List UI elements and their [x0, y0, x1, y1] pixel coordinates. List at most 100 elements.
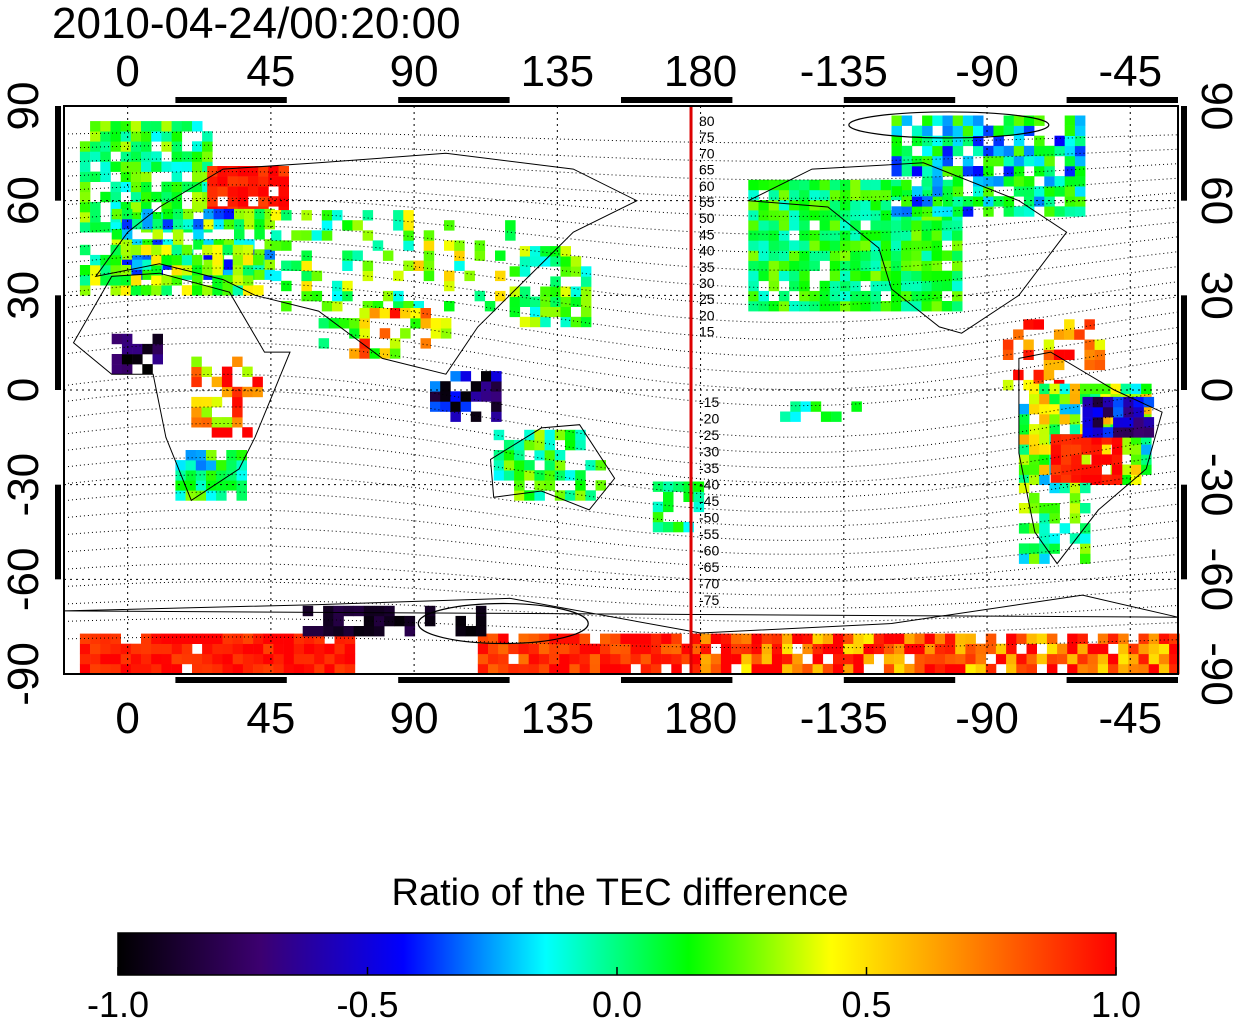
tec-cell	[424, 615, 436, 627]
tec-cell	[111, 239, 123, 250]
tec-cell	[1128, 653, 1139, 665]
tec-cell	[580, 286, 592, 297]
tec-cell	[528, 633, 540, 644]
tec-cell	[880, 230, 892, 241]
tec-cell	[430, 381, 441, 392]
tec-cell	[216, 480, 227, 491]
tec-cell	[941, 220, 953, 231]
contour-label: 25	[699, 291, 715, 307]
tec-cell	[880, 189, 892, 201]
tec-cell	[585, 460, 596, 471]
tec-cell	[962, 125, 974, 136]
tec-cell	[1026, 633, 1037, 644]
tec-cell	[850, 250, 861, 261]
tec-cell	[318, 318, 330, 329]
tec-cell	[829, 280, 841, 292]
tec-cell	[363, 615, 375, 627]
tec-cell	[460, 371, 472, 382]
tec-cell	[121, 239, 133, 250]
tec-cell	[901, 206, 913, 217]
x-tick-label-bottom: 90	[390, 694, 439, 743]
tec-cell	[120, 663, 132, 675]
tec-cell	[671, 653, 682, 665]
tec-cell	[931, 280, 943, 292]
tec-cell	[840, 240, 851, 251]
tec-cell	[226, 470, 237, 481]
left-axis-bar	[55, 295, 61, 390]
tec-cell	[1013, 145, 1025, 157]
tec-cell	[191, 396, 202, 408]
tec-cell	[809, 240, 820, 251]
tec-cell	[90, 141, 101, 152]
tec-cell	[226, 460, 237, 471]
tec-cell	[400, 308, 411, 319]
tec-cell	[281, 240, 292, 251]
tec-cell	[901, 196, 913, 207]
tec-cell	[569, 663, 580, 675]
tec-cell	[141, 643, 152, 655]
tec-cell	[860, 250, 871, 261]
tec-cell	[904, 643, 915, 655]
tec-cell	[519, 266, 531, 277]
tec-cell	[880, 220, 892, 231]
tec-cell	[141, 285, 152, 296]
tec-cell	[79, 244, 91, 256]
tec-cell	[661, 643, 672, 655]
tec-cell	[575, 429, 586, 441]
tec-cell	[206, 460, 217, 471]
tec-cell	[758, 301, 769, 312]
colorbar-tick-label: 0.5	[841, 984, 891, 1024]
magnetic-latitude-contour	[63, 618, 1179, 636]
tec-cell	[475, 615, 487, 627]
tec-cell	[883, 643, 895, 655]
tec-cell	[264, 259, 275, 270]
tec-cell	[1050, 434, 1062, 445]
tec-cell	[870, 179, 881, 191]
tec-cell	[1029, 454, 1040, 465]
tec-cell	[840, 189, 851, 201]
tec-cell	[720, 663, 732, 675]
tec-cell	[1033, 369, 1044, 381]
tec-cell	[809, 179, 820, 191]
tec-cell	[901, 115, 913, 126]
tec-cell	[1013, 166, 1025, 177]
tec-cell	[570, 316, 582, 328]
tec-cell	[840, 179, 851, 191]
tec-cell	[683, 491, 694, 502]
tec-cell	[554, 429, 566, 441]
tec-cell	[268, 176, 279, 187]
tec-cell	[90, 121, 101, 132]
tec-cell	[901, 250, 912, 261]
tec-cell	[301, 290, 312, 302]
tec-cell	[1059, 414, 1071, 425]
tec-cell	[1002, 339, 1014, 350]
tec-cell	[318, 338, 330, 349]
tec-cell	[1060, 464, 1072, 475]
tec-cell	[921, 280, 932, 292]
tec-cell	[359, 318, 370, 329]
tec-cell	[758, 250, 769, 261]
tec-cell	[1118, 643, 1129, 655]
tec-cell	[362, 230, 374, 241]
tec-cell	[1026, 643, 1037, 655]
tec-cell	[192, 141, 203, 152]
tec-cell	[1039, 403, 1050, 415]
tec-cell	[359, 328, 370, 339]
tec-cell	[681, 643, 692, 655]
contour-label: -15	[699, 394, 719, 410]
tec-cell	[559, 663, 570, 675]
tec-cell	[1113, 417, 1124, 428]
tec-cell	[151, 131, 162, 142]
tec-cell	[519, 316, 531, 328]
tec-cell	[232, 653, 244, 665]
tec-cell	[570, 296, 582, 307]
tec-cell	[130, 643, 142, 655]
north-pole-contour	[848, 111, 1050, 139]
tec-cell	[911, 270, 922, 282]
tec-cell	[850, 290, 861, 302]
tec-cell	[363, 626, 375, 637]
tec-cell	[379, 308, 391, 319]
tec-cell	[565, 470, 576, 481]
tec-cell	[242, 275, 254, 286]
tec-cell	[965, 643, 976, 655]
